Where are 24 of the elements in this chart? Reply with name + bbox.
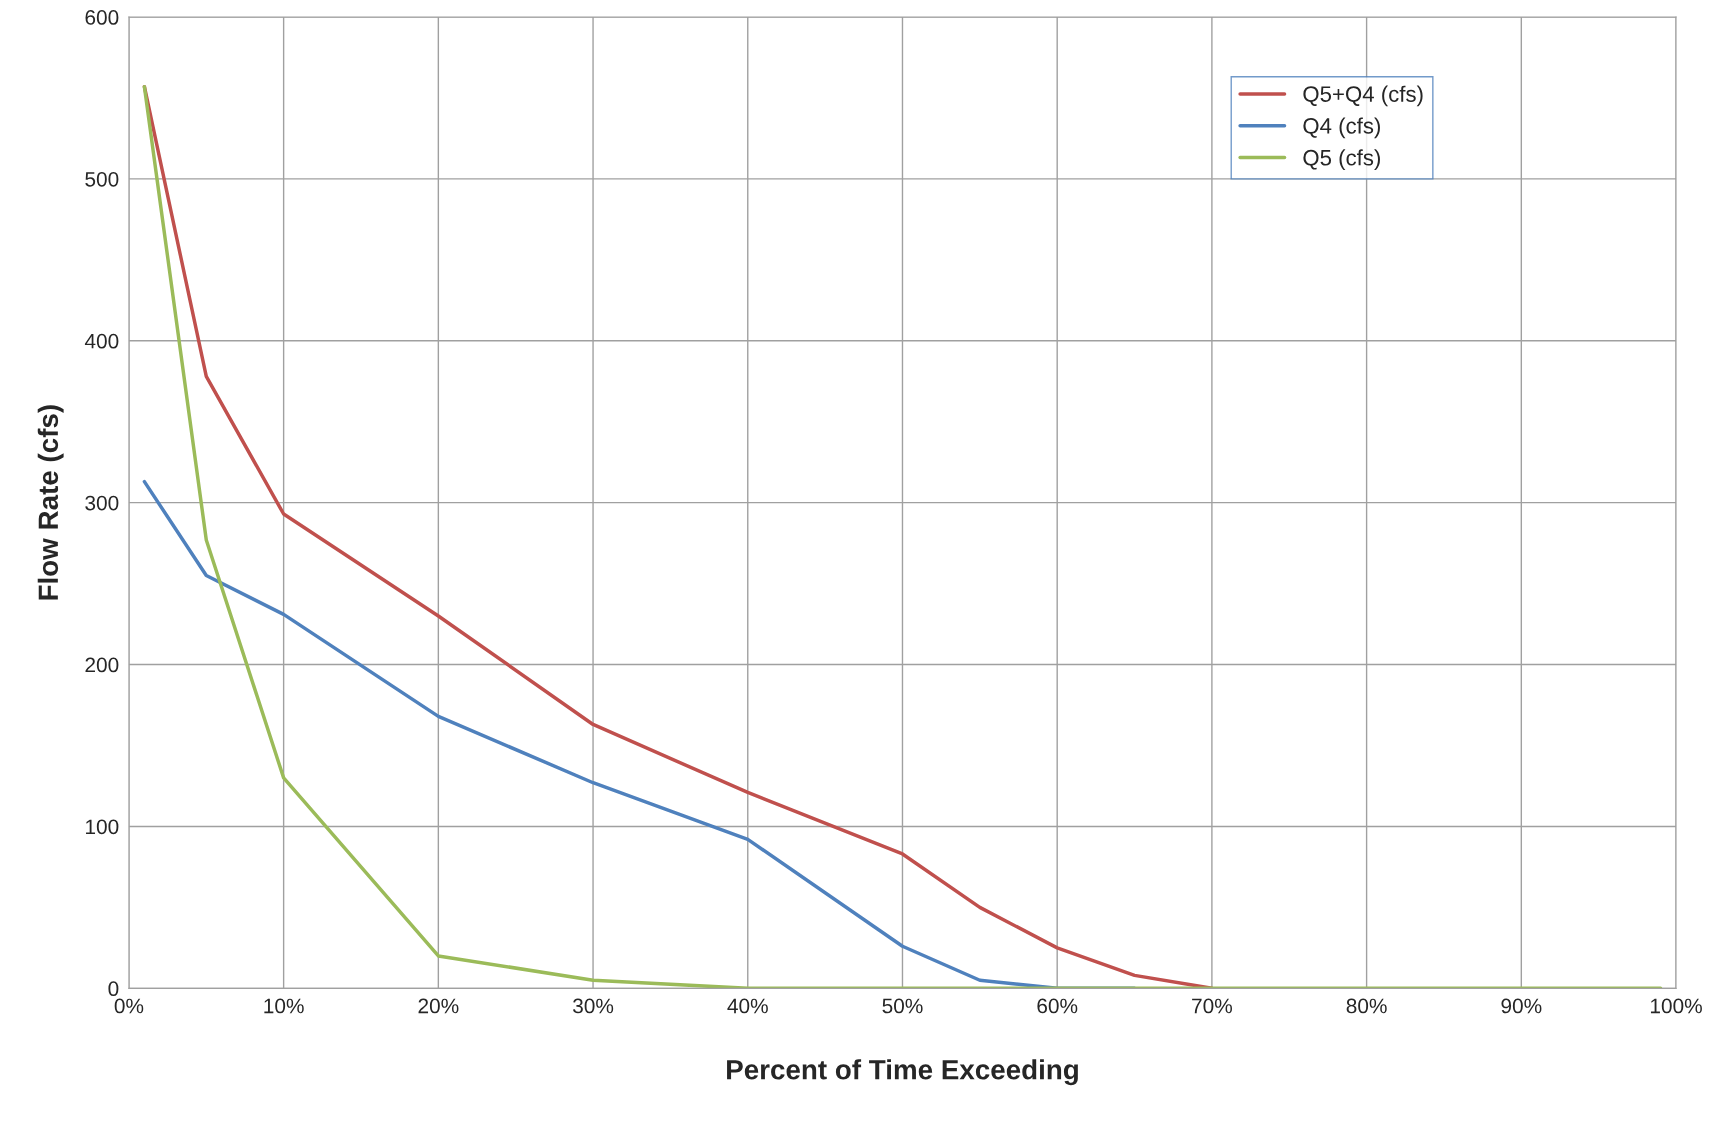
x-tick-label: 10% xyxy=(264,998,304,1014)
x-tick-label: 60% xyxy=(1037,998,1078,1014)
x-tick-label: 30% xyxy=(573,998,614,1014)
x-tick-label: 80% xyxy=(1346,998,1387,1014)
legend-label: Q4 (cfs) xyxy=(1303,117,1380,139)
y-tick-label: 600 xyxy=(85,10,119,25)
y-tick-label: 100 xyxy=(86,819,119,835)
legend-label: Q5+Q4 (cfs) xyxy=(1303,85,1423,107)
legend-label: Q5 (cfs) xyxy=(1303,149,1380,170)
line-series xyxy=(142,84,1663,989)
x-tick-label: 0% xyxy=(114,998,144,1014)
y-axis-title: Flow Rate (cfs) xyxy=(37,405,64,600)
y-tick-label: 0 xyxy=(108,981,119,997)
x-tick-label: 40% xyxy=(727,998,768,1014)
x-tick-label: 70% xyxy=(1192,998,1232,1014)
x-axis-title: Percent of Time Exceeding xyxy=(727,1059,1078,1086)
x-tick-label: 20% xyxy=(418,998,459,1014)
y-tick-label: 400 xyxy=(84,333,119,349)
y-tick-label: 300 xyxy=(85,495,119,511)
x-tick-label: 100% xyxy=(1650,998,1702,1014)
y-tick-label: 500 xyxy=(85,171,119,187)
x-tick-label: 90% xyxy=(1501,998,1542,1014)
y-tick-label: 200 xyxy=(85,657,119,673)
x-tick-label: 50% xyxy=(882,998,923,1014)
